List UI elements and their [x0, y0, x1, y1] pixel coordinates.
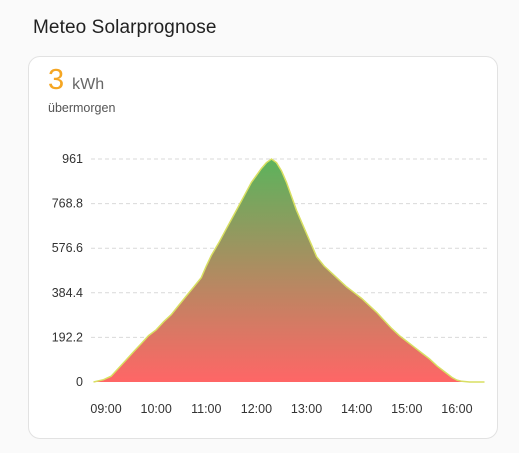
value-row: 3 kWh [48, 64, 104, 97]
y-tick-label: 0 [76, 375, 83, 389]
y-tick-label: 192.2 [52, 330, 83, 344]
x-tick-label: 15:00 [391, 402, 422, 416]
section-title: Meteo Solarprognose [33, 17, 217, 38]
x-tick-label: 12:00 [241, 402, 272, 416]
forecast-area [93, 159, 485, 382]
solar-forecast-chart: 961 768.8 576.6 384.4 192.2 0 09:00 10:00 11:00… [52, 152, 487, 416]
y-tick-label: 576.6 [52, 241, 83, 255]
x-axis: 09:00 10:00 11:00 12:00 13:00 14:00 15:00 16:00 [90, 402, 472, 416]
x-tick-label: 13:00 [291, 402, 322, 416]
x-tick-label: 10:00 [141, 402, 172, 416]
energy-unit: kWh [72, 76, 105, 93]
x-tick-label: 11:00 [191, 402, 221, 416]
x-tick-label: 09:00 [90, 402, 121, 416]
y-axis: 961 768.8 576.6 384.4 192.2 0 [52, 152, 83, 389]
y-tick-label: 768.8 [52, 197, 83, 211]
forecast-day-label: übermorgen [48, 101, 116, 115]
x-tick-label: 14:00 [341, 402, 372, 416]
forecast-line [93, 158, 485, 383]
x-tick-label: 16:00 [441, 402, 472, 416]
solar-forecast-card[interactable]: 3 kWh übermorgen 961 768.8 576.6 384.4 192.2… [28, 56, 498, 439]
y-tick-label: 961 [62, 152, 83, 166]
chart-series [93, 158, 485, 383]
y-tick-label: 384.4 [52, 286, 83, 300]
energy-value: 3 [48, 64, 65, 96]
